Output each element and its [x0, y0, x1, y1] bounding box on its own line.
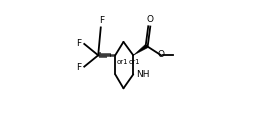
Text: O: O	[158, 50, 165, 59]
Text: F: F	[99, 16, 104, 25]
Text: or1: or1	[129, 59, 140, 65]
Text: NH: NH	[136, 70, 150, 79]
Text: F: F	[76, 63, 82, 72]
Text: or1: or1	[116, 59, 128, 65]
Polygon shape	[133, 44, 148, 55]
Text: O: O	[146, 15, 153, 24]
Text: F: F	[76, 39, 82, 48]
